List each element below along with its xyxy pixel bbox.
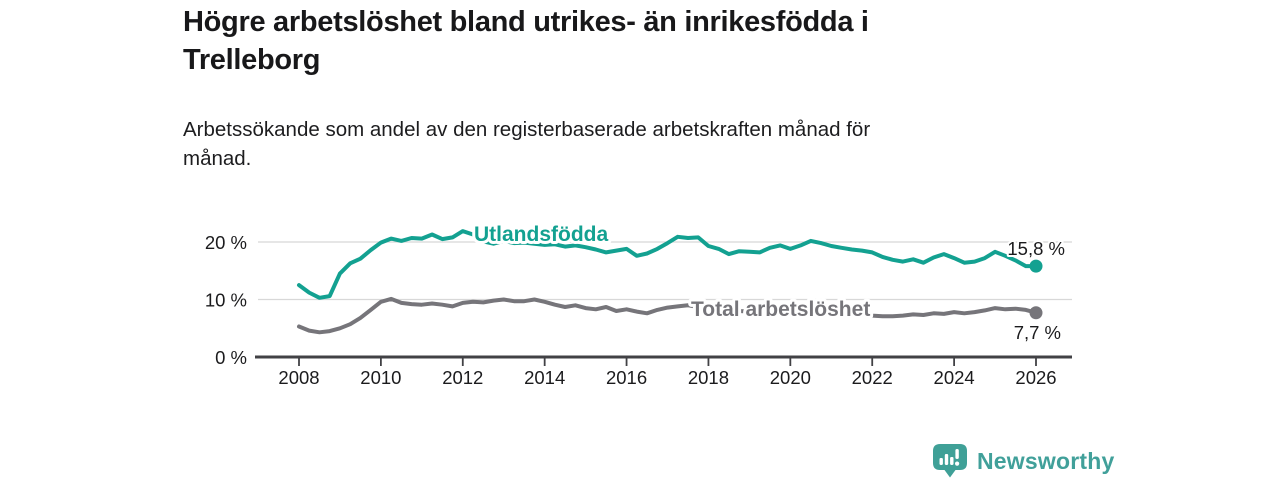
- series-line-total-arbetsl-shet: [297, 296, 1038, 335]
- x-tick-label: 2018: [688, 367, 729, 388]
- end-dot-utlandsf-dda: [1029, 259, 1043, 273]
- x-tick-label: 2010: [360, 367, 401, 388]
- end-dot-total-arbetsl-shet: [1029, 306, 1043, 320]
- speech-bubble-shape: [933, 443, 967, 477]
- y-tick-label: 0 %: [215, 347, 247, 368]
- newsworthy-logo: Newsworthy: [933, 443, 1115, 478]
- brand-name: Newsworthy: [977, 447, 1115, 474]
- exclamation-bar: [955, 448, 959, 459]
- x-tick-label: 2026: [1015, 367, 1056, 388]
- series-label-total-arbetsl-shet: Total arbetslöshet: [691, 298, 870, 321]
- bar-small: [939, 457, 943, 465]
- series-label-utlandsf-dda: Utlandsfödda: [474, 223, 608, 246]
- bar-medium: [950, 456, 954, 465]
- x-tick-label: 2016: [606, 367, 647, 388]
- page-title: Högre arbetslöshet bland utrikes- än inr…: [183, 6, 869, 77]
- y-tick-label: 10 %: [205, 290, 247, 311]
- x-tick-label: 2024: [934, 367, 975, 388]
- y-tick-label: 20 %: [205, 232, 247, 253]
- end-value-label-total-arbetsl-shet: 7,7 %: [1014, 322, 1061, 343]
- x-tick-label: 2020: [770, 367, 811, 388]
- x-tick-label: 2014: [524, 367, 565, 388]
- end-value-label-utlandsf-dda: 15,8 %: [1007, 238, 1065, 259]
- x-tick-label: 2022: [852, 367, 893, 388]
- bar-tall: [944, 453, 949, 465]
- x-tick-label: 2012: [442, 367, 483, 388]
- page-subtitle: Arbetssökande som andel av den registerb…: [183, 118, 871, 170]
- x-tick-label: 2008: [278, 367, 319, 388]
- newsworthy-bubble-chart-icon: [933, 443, 967, 477]
- exclamation-dot: [955, 461, 960, 466]
- series-line-utlandsf-dda: [297, 229, 1038, 300]
